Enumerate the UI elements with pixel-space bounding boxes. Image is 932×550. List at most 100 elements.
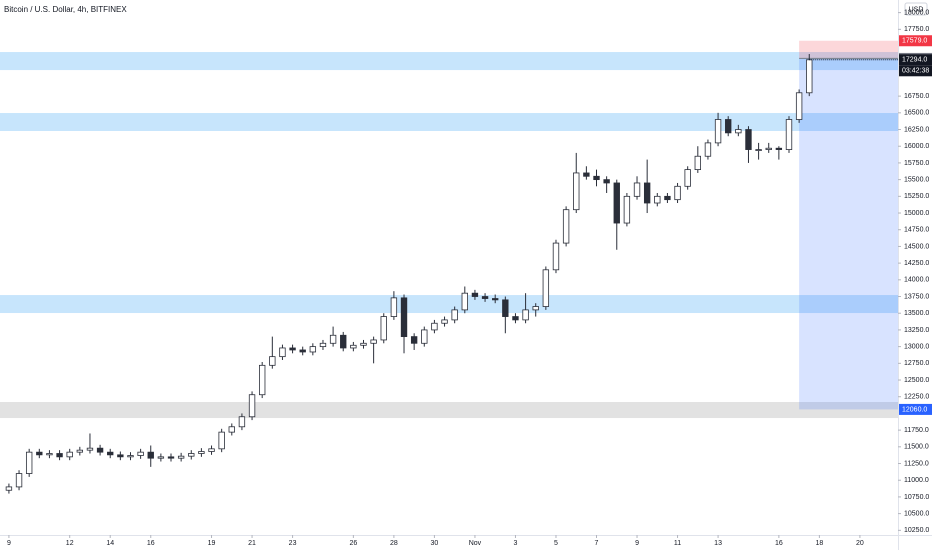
y-tick-label: 10750.0	[904, 494, 929, 501]
x-tick-label: 3	[514, 540, 518, 547]
candle-body	[421, 329, 428, 344]
candle-body	[329, 334, 337, 344]
position-stop	[799, 58, 898, 410]
x-tick-label: 30	[431, 540, 439, 547]
candle-body	[674, 185, 681, 201]
y-tick-label: 17750.0	[904, 26, 929, 33]
candle-body	[623, 195, 631, 224]
x-tick-label: 7	[595, 540, 599, 547]
countdown-box	[899, 65, 932, 77]
candle-body	[684, 169, 691, 187]
candle-body	[633, 182, 641, 197]
x-tick-label: 19	[208, 540, 216, 547]
candle-body	[583, 172, 590, 177]
y-tick-label: 15750.0	[904, 160, 929, 167]
candle-body	[755, 149, 762, 151]
x-tick-label: 23	[289, 540, 297, 547]
candle-body	[522, 309, 529, 321]
candle-body	[279, 347, 286, 358]
candle-body	[289, 347, 296, 351]
y-tick-label: 13750.0	[904, 293, 929, 300]
candle-body	[177, 455, 185, 459]
candle-body	[188, 453, 195, 457]
candle-body	[66, 451, 73, 458]
candle-body	[593, 175, 600, 181]
zone	[0, 295, 898, 314]
x-tick-label: 16	[775, 540, 783, 547]
y-tick-label: 13250.0	[904, 327, 929, 334]
candle-body	[795, 92, 803, 120]
x-tick-label: 13	[714, 540, 722, 547]
candle-body	[36, 451, 43, 456]
candle-body	[25, 451, 33, 474]
candle-body	[451, 309, 458, 321]
candle-body	[198, 451, 205, 454]
candle-body	[441, 319, 448, 324]
candle-body	[15, 473, 23, 488]
candle-body	[299, 349, 306, 353]
candle-body	[785, 119, 793, 150]
price-label-box	[899, 54, 932, 66]
y-tick-label: 14500.0	[904, 243, 929, 250]
y-tick-label: 14250.0	[904, 260, 929, 267]
y-tick-label: 11500.0	[904, 444, 929, 451]
x-tick-label: 16	[147, 540, 155, 547]
x-tick-label: 11	[674, 540, 681, 547]
candle-body	[350, 344, 357, 349]
candle-body	[238, 416, 246, 428]
x-tick-label: 20	[856, 540, 864, 547]
y-tick-label: 13000.0	[904, 343, 929, 350]
y-tick-label: 11750.0	[904, 427, 929, 434]
candle-body	[390, 297, 398, 317]
y-tick-label: 13500.0	[904, 310, 929, 317]
x-tick-label: 5	[554, 540, 558, 547]
y-tick-label: 16750.0	[904, 93, 929, 100]
candle-body	[309, 346, 317, 353]
candle-body	[552, 242, 560, 271]
candle-body	[481, 296, 489, 299]
candle-body	[370, 339, 377, 344]
x-tick-label: 21	[248, 540, 256, 547]
currency[interactable]: USD	[909, 6, 924, 13]
candle-body	[400, 297, 408, 338]
candle-body	[461, 292, 468, 311]
candle-body	[380, 316, 387, 341]
candle-body	[643, 182, 651, 204]
x-tick-label: 18	[815, 540, 823, 547]
y-tick-label: 14000.0	[904, 277, 929, 284]
x-tick-label: 9	[7, 540, 11, 547]
candle-body	[157, 456, 165, 459]
candle-body	[704, 142, 712, 157]
y-tick-label: 12500.0	[904, 377, 929, 384]
candle-body	[248, 394, 256, 418]
candle-body	[56, 453, 63, 458]
x-tick-label: 14	[106, 540, 114, 547]
candle-body	[542, 269, 550, 307]
countdown: 03:42:38	[902, 68, 929, 75]
y-tick-label: 10250.0	[904, 527, 929, 534]
candle-body	[127, 455, 134, 458]
candle-body	[735, 129, 742, 134]
y-tick-label: 11250.0	[904, 460, 929, 467]
candle-body	[360, 342, 367, 346]
candle-body	[725, 119, 732, 134]
candle-body	[512, 316, 519, 321]
zone	[0, 52, 898, 71]
candle-body	[775, 147, 783, 150]
chart-title: Bitcoin / U.S. Dollar, 4h, BITFINEX	[4, 5, 127, 14]
candle-body	[76, 449, 84, 453]
candle-body	[218, 431, 225, 450]
candle-body	[471, 292, 479, 297]
y-tick-label: 16250.0	[904, 126, 929, 133]
candle-body	[492, 298, 499, 301]
price-label: 17579.0	[902, 38, 927, 45]
candle-body	[86, 447, 94, 451]
currency-box[interactable]	[904, 2, 928, 16]
candle-body	[96, 447, 104, 453]
y-tick-label: 16500.0	[904, 110, 929, 117]
candle-body	[806, 59, 813, 94]
candle-body	[654, 195, 661, 204]
candle-body	[532, 306, 539, 311]
candle-body	[5, 486, 13, 491]
candle-body	[714, 119, 722, 144]
